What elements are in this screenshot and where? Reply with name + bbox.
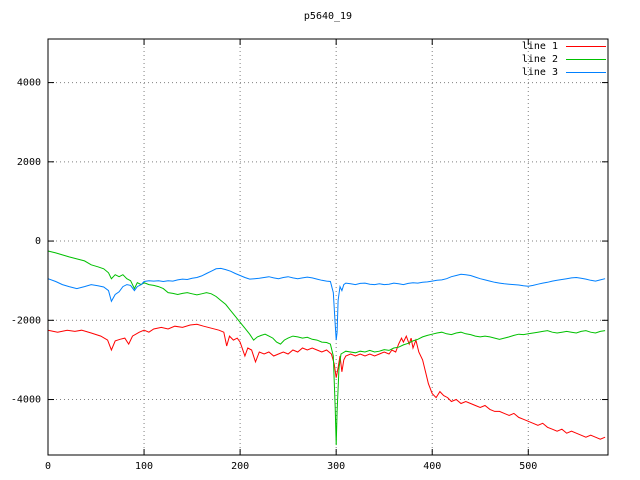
y-tick-label: -4000 (11, 395, 41, 406)
series-line-1 (47, 250, 606, 446)
series-line-2 (47, 267, 606, 341)
x-tick-label: 300 (327, 461, 345, 472)
x-tick-label: 100 (135, 461, 153, 472)
y-tick-label: 0 (35, 236, 41, 247)
x-tick-label: 200 (231, 461, 249, 472)
legend-sample-2 (566, 72, 606, 73)
legend-label: line 3 (521, 67, 558, 78)
legend-label: line 1 (521, 41, 558, 52)
chart-title: p5640_19 (303, 11, 353, 22)
legend-sample-1 (566, 59, 606, 60)
series-line-0 (47, 323, 606, 440)
x-tick-label: 500 (519, 461, 537, 472)
legend: line 1 line 2 line 3 (522, 41, 606, 78)
x-tick-label: 400 (423, 461, 441, 472)
y-tick-label: 2000 (17, 157, 41, 168)
x-tick-label: 0 (45, 461, 51, 472)
legend-sample-0 (566, 46, 606, 47)
y-tick-label: -2000 (11, 315, 41, 326)
legend-item: line 1 (522, 41, 606, 52)
y-tick-label: 4000 (17, 78, 41, 89)
plot-border (47, 38, 609, 456)
legend-label: line 2 (521, 54, 558, 65)
legend-item: line 3 (522, 67, 606, 78)
legend-item: line 2 (522, 54, 606, 65)
